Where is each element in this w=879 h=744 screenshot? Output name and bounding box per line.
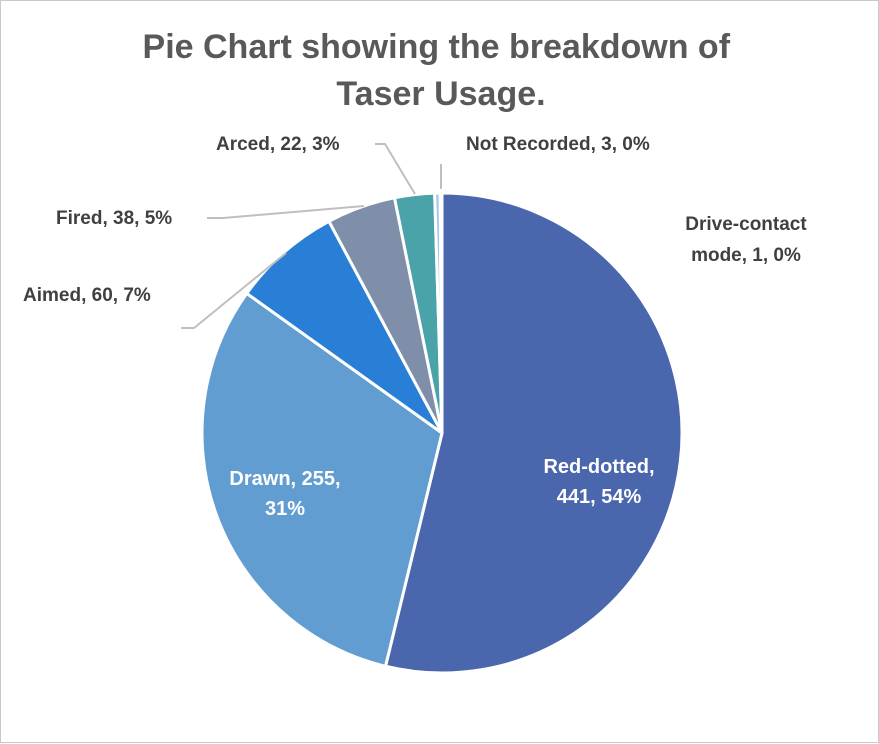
pie-slices [200, 191, 684, 675]
data-label-line: Drive-contact [685, 214, 807, 235]
data-label-drive-contact-mode: Drive-contact mode, 1, 0% [685, 214, 807, 266]
data-label-line: Aimed, 60, 7% [23, 285, 151, 306]
data-label-line: Drawn, 255, [229, 468, 340, 490]
data-label-line: Red-dotted, [543, 456, 654, 478]
leader-line-fired [207, 205, 365, 219]
data-label-aimed: Aimed, 60, 7% [23, 285, 151, 306]
data-label-drawn: Drawn, 255, 31% [229, 468, 340, 520]
chart-title-line-1: Pie Chart showing the breakdown of [143, 28, 731, 66]
pie-slice-aimed [245, 219, 444, 435]
pie-slice-drive-contact-mode [438, 191, 444, 435]
leader-line-aimed [181, 252, 287, 329]
data-label-line: 441, 54% [557, 486, 642, 508]
data-label-line: Arced, 22, 3% [216, 134, 340, 155]
data-label-red-dotted: Red-dotted, 441, 54% [543, 456, 654, 508]
leader-line-arced [375, 143, 416, 195]
data-label-arced: Arced, 22, 3% [216, 134, 340, 155]
leader-lines [181, 143, 442, 329]
data-label-line: Fired, 38, 5% [56, 208, 172, 229]
data-labels: Red-dotted, 441, 54% Drawn, 255, 31% Aimed, … [23, 134, 807, 520]
pie-slice-drawn [200, 291, 444, 668]
data-label-line: Not Recorded, 3, 0% [466, 134, 650, 155]
data-label-line: mode, 1, 0% [691, 245, 801, 266]
chart-title-line-2: Taser Usage. [336, 75, 545, 113]
pie-slice-red-dotted [384, 191, 684, 675]
data-label-fired: Fired, 38, 5% [56, 208, 172, 229]
data-label-line: 31% [265, 498, 305, 520]
chart-title: Pie Chart showing the breakdown of Taser… [143, 28, 740, 113]
data-label-not-recorded: Not Recorded, 3, 0% [466, 134, 650, 155]
